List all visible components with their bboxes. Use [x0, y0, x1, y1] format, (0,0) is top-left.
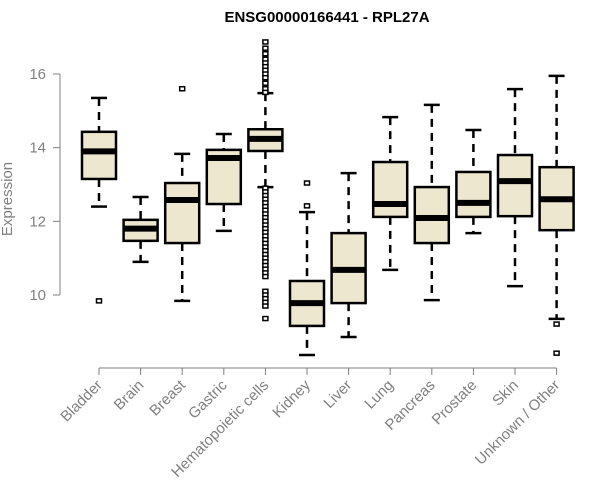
boxes-group [80, 39, 575, 357]
outlier-point [262, 80, 269, 86]
outlier-point [553, 350, 560, 356]
outlier-point [303, 180, 311, 186]
outlier-point [553, 321, 560, 327]
outlier-point [303, 203, 311, 209]
x-tick-label: Breast [146, 376, 189, 419]
outlier-point [262, 89, 269, 96]
y-tick-label: 12 [29, 213, 46, 230]
box-pancreas [413, 103, 451, 302]
outlier-point [262, 315, 269, 322]
iqr-box [496, 153, 534, 218]
box-hematopoietic-cells [247, 39, 284, 322]
x-tick-label: Brain [111, 377, 148, 414]
iqr-box [455, 170, 492, 219]
iqr-box [163, 181, 201, 245]
outlier-point [262, 45, 269, 51]
x-tick-label: Bladder [57, 377, 106, 426]
y-tick-label: 10 [29, 287, 46, 304]
outlier-point [95, 298, 103, 304]
box-unknown-other [538, 74, 575, 356]
box-bladder [80, 96, 118, 304]
x-tick-label: Prostate [429, 377, 481, 429]
outlier-point [262, 303, 269, 309]
box-liver [330, 171, 367, 339]
y-axis-label: Expression [0, 162, 16, 236]
iqr-box [80, 130, 118, 181]
y-axis: 10 12 14 16 [29, 66, 61, 304]
y-tick-label: 14 [29, 140, 46, 157]
outlier-point [262, 39, 269, 45]
iqr-box [371, 160, 409, 219]
y-tick-label: 16 [29, 66, 46, 83]
x-tick-label: Liver [320, 377, 355, 412]
x-tick-label: Lung [361, 377, 397, 413]
box-breast [163, 85, 201, 303]
outlier-point [178, 85, 186, 92]
box-kidney [288, 180, 326, 357]
box-brain [122, 195, 159, 264]
outlier-point [262, 273, 269, 280]
outlier-point [262, 74, 269, 81]
chart-title: ENSG00000166441 - RPL27A [224, 9, 429, 26]
box-skin [496, 87, 534, 288]
x-tick-label: Kidney [269, 376, 314, 421]
outlier-point [262, 50, 269, 57]
box-lung [371, 115, 409, 272]
box-gastric [205, 132, 243, 233]
box-prostate [455, 128, 492, 235]
x-tick-label: Skin [489, 377, 522, 410]
